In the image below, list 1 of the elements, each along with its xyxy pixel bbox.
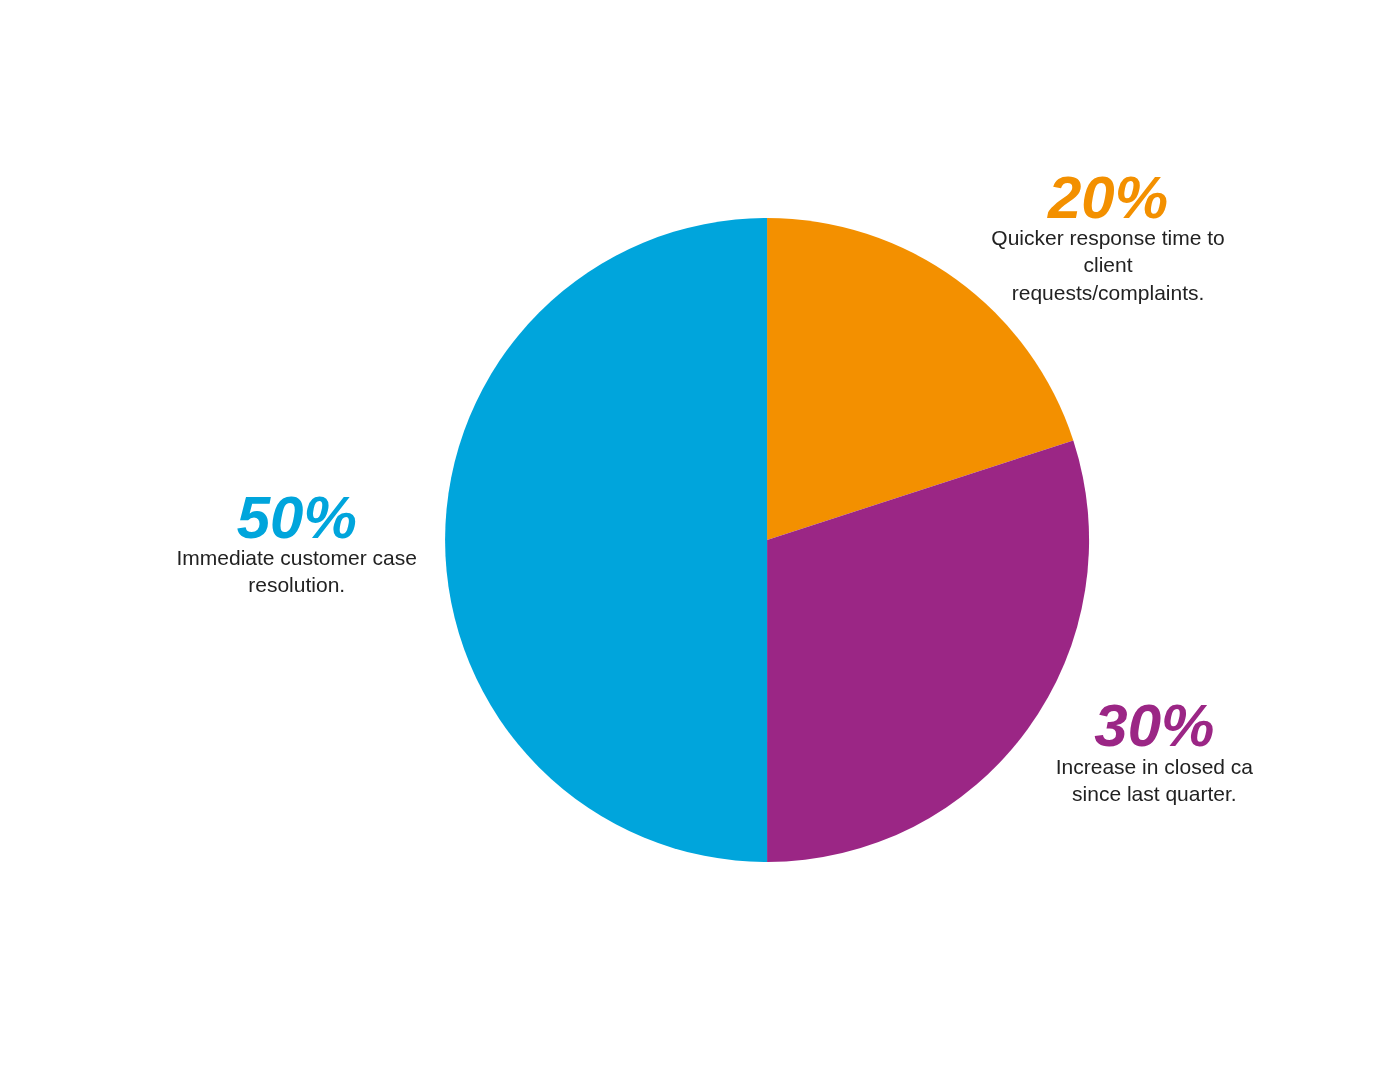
pie-slice xyxy=(445,218,768,862)
